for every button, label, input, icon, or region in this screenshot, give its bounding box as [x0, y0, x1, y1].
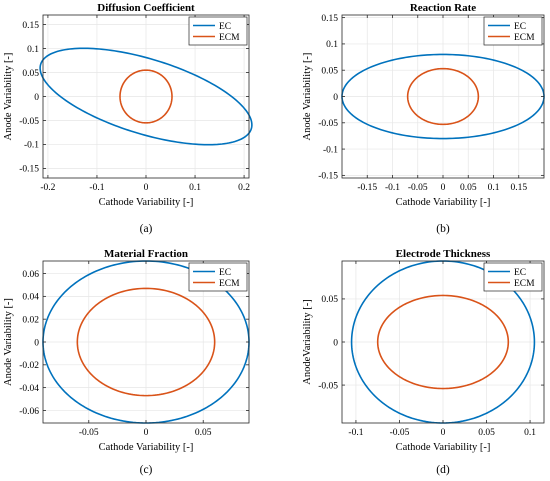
chart-title: Reaction Rate [410, 2, 476, 14]
y-tick-label: 0.05 [22, 69, 39, 79]
y-tick-label: 0 [34, 338, 39, 348]
x-tick-label: 0 [144, 428, 149, 438]
y-axis-label: Anode Variability [-] [3, 298, 14, 386]
series-ec-curve [39, 47, 253, 146]
y-tick-label: -0.05 [318, 381, 338, 391]
x-axis-label: Cathode Variability [-] [396, 442, 491, 453]
y-axis-label: Anode Variability [-] [302, 53, 313, 141]
y-tick-label: 0.1 [27, 45, 39, 55]
chart-title: Material Fraction [104, 248, 188, 260]
subplot-a: -0.2 -0.1 0 0.1 0.2 -0.15 -0.1 -0.05 0 0.05 0.1 0.1… [3, 2, 253, 235]
legend-box [483, 262, 543, 292]
y-tick-label: 0.1 [326, 40, 338, 50]
y-tick-label: -0.15 [19, 165, 39, 175]
y-tick-label: 0.15 [22, 21, 39, 31]
legend-label-ecm: ECM [514, 33, 535, 43]
x-tick-label: -0.15 [357, 183, 377, 193]
x-tick-label: 0.1 [189, 183, 201, 193]
series-ecm-curve [76, 287, 216, 397]
legend-label-ecm: ECM [219, 279, 240, 289]
y-tick-label: -0.05 [19, 117, 39, 127]
y-tick-label: -0.1 [323, 145, 338, 155]
x-tick-label: 0 [144, 183, 149, 193]
x-tick-label: 0.05 [195, 428, 212, 438]
y-tick-label: 0.05 [321, 295, 338, 305]
legend-label-ec: EC [514, 22, 526, 32]
subplot-b: -0.15 -0.1 -0.05 0 0.05 0.1 0.15 -0.15 -0.1 -0.05… [302, 2, 545, 235]
y-tick-label: 0.06 [22, 270, 39, 280]
y-tick-label: -0.02 [19, 361, 39, 371]
y-tick-label: 0 [333, 338, 338, 348]
subplot-caption: (d) [436, 464, 450, 476]
legend-box [188, 16, 248, 46]
chart-title: Electrode Thickness [396, 248, 491, 260]
y-tick-label: -0.05 [318, 119, 338, 129]
y-axis-label: AnodeVariability [-] [302, 299, 313, 384]
x-tick-label: 0.2 [238, 183, 250, 193]
y-tick-label: -0.06 [19, 407, 39, 417]
legend-label-ecm: ECM [514, 279, 535, 289]
series-ecm-curve [406, 67, 480, 126]
y-tick-label: 0.15 [321, 14, 338, 24]
legend-label-ec: EC [514, 268, 526, 278]
x-tick-label: -0.05 [79, 428, 99, 438]
x-tick-label: 0.1 [524, 428, 536, 438]
y-tick-label: -0.15 [318, 172, 338, 182]
y-tick-label: 0 [333, 93, 338, 103]
x-tick-label: 0.1 [488, 183, 500, 193]
legend-label-ecm: ECM [219, 33, 240, 43]
series-ecm-curve [376, 294, 510, 390]
series-ecm-curve [119, 69, 173, 124]
x-tick-label: 0.15 [510, 183, 527, 193]
legend-label-ec: EC [219, 22, 231, 32]
y-tick-label: 0.04 [22, 293, 39, 303]
subplot-d: -0.1 -0.05 0 0.05 0.1 -0.05 0 0.05 Electrode Thi… [302, 248, 545, 476]
subplot-caption: (b) [436, 223, 450, 235]
legend-box [483, 16, 543, 46]
subplot-c: -0.05 0 0.05 -0.06 -0.04 -0.02 0 0.02 0.04 0.06 Ma… [3, 248, 250, 476]
y-tick-label: -0.04 [19, 384, 39, 394]
x-axis-label: Cathode Variability [-] [99, 197, 194, 208]
subplot-caption: (a) [140, 223, 153, 235]
y-tick-label: -0.1 [24, 141, 39, 151]
x-tick-label: -0.2 [40, 183, 55, 193]
x-tick-label: -0.1 [89, 183, 104, 193]
legend-label-ec: EC [219, 268, 231, 278]
x-axis-label: Cathode Variability [-] [396, 197, 491, 208]
x-tick-label: 0 [441, 183, 446, 193]
legend-box [188, 262, 248, 292]
x-tick-label: -0.1 [385, 183, 400, 193]
x-tick-label: -0.05 [390, 428, 410, 438]
y-tick-label: 0.02 [22, 315, 39, 325]
y-tick-label: 0.05 [321, 67, 338, 77]
x-tick-label: 0 [441, 428, 446, 438]
y-tick-label: 0 [34, 93, 39, 103]
x-tick-label: 0.05 [460, 183, 477, 193]
x-axis-label: Cathode Variability [-] [99, 442, 194, 453]
chart-title: Diffusion Coefficient [97, 2, 195, 14]
x-tick-label: -0.05 [408, 183, 428, 193]
subplot-caption: (c) [140, 464, 153, 476]
y-axis-label: Anode Variability [-] [3, 53, 14, 141]
x-tick-label: 0.05 [478, 428, 495, 438]
x-tick-label: -0.1 [348, 428, 363, 438]
